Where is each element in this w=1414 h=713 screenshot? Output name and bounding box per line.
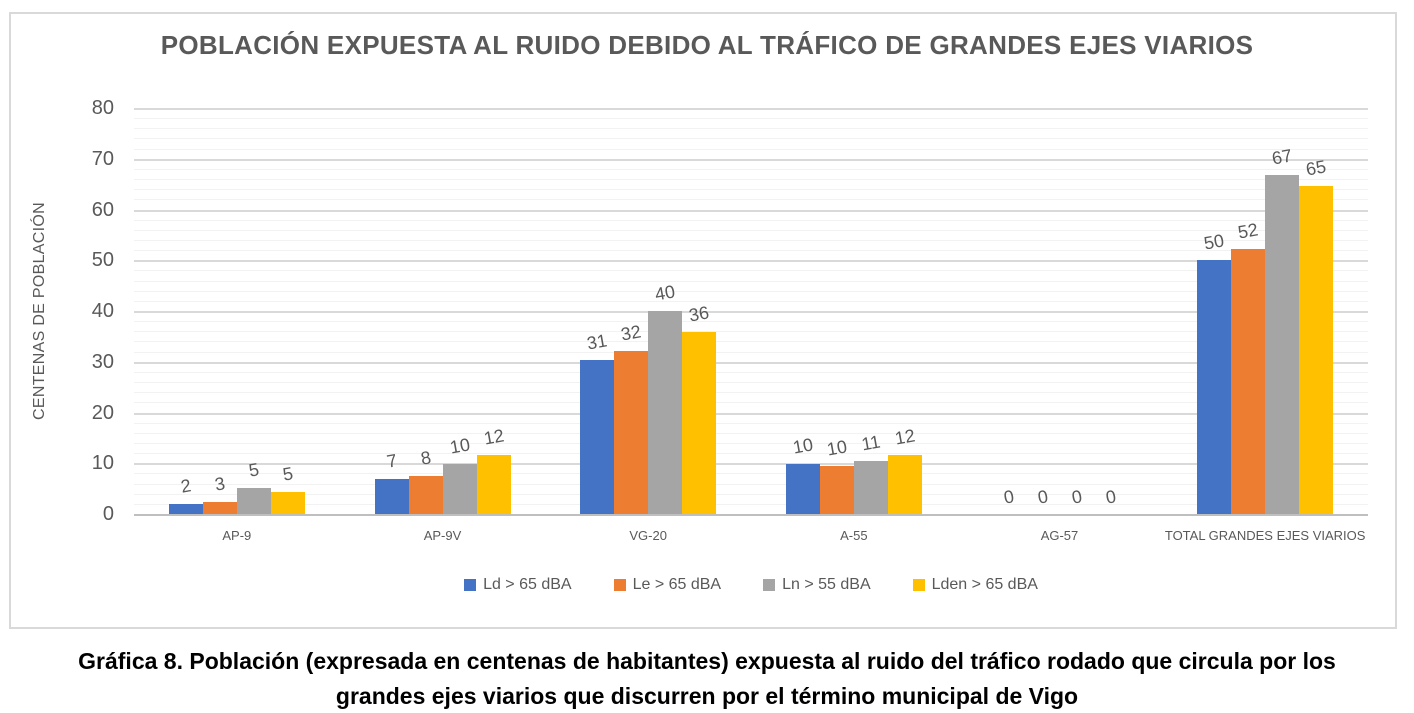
gridline-4	[134, 493, 1368, 495]
gridline-70	[134, 158, 1368, 161]
y-tick-label-10: 10	[91, 452, 114, 475]
bar-vg-20-series-1	[614, 351, 649, 515]
bar-a-55-series-0	[785, 463, 820, 515]
gridline-38	[134, 321, 1368, 323]
bar-vg-20-series-0	[580, 360, 615, 515]
gridline-72	[134, 148, 1368, 150]
gridline-80	[134, 108, 1368, 110]
gridline-42	[134, 300, 1368, 302]
gridline-44	[134, 290, 1368, 292]
gridline-30	[134, 361, 1368, 364]
data-label: 12	[481, 425, 506, 449]
y-tick-label-30: 30	[91, 350, 114, 373]
chart-title: POBLACIÓN EXPUESTA AL RUIDO DEBIDO AL TR…	[160, 30, 1254, 60]
gridline-24	[134, 392, 1368, 394]
gridline-18	[134, 422, 1368, 424]
legend-swatch-icon	[763, 579, 776, 591]
gridline-58	[134, 219, 1368, 221]
legend-label: Le > 65 dBA	[632, 576, 722, 593]
legend-item-2: Ln > 55 dBA	[763, 576, 871, 594]
y-tick-label-60: 60	[91, 198, 114, 221]
gridline-64	[134, 189, 1368, 191]
gridline-2	[134, 503, 1368, 505]
gridline-20	[134, 412, 1368, 415]
x-category-label-vg-20: VG-20	[629, 528, 667, 543]
legend-swatch-icon	[613, 579, 626, 591]
y-tick-label-40: 40	[91, 300, 114, 322]
bar-vg-20-series-2	[648, 311, 683, 515]
bar-ap-9v-series-3	[476, 455, 511, 515]
legend-label: Ld > 65 dBA	[483, 576, 572, 593]
gridline-68	[134, 168, 1368, 170]
plot-area: 2 3 5 5 7 8 10 12 31 32 40 36 10 10 11 12 0 0 0 0 50 52 67 65	[134, 108, 1368, 516]
bar-total-grandes-ejes-viarios-series-1	[1231, 249, 1266, 515]
x-category-label-ap-9: AP-9	[222, 528, 252, 543]
y-tick-label-50: 50	[91, 249, 114, 272]
gridline-34	[134, 341, 1368, 343]
gridline-10	[134, 463, 1368, 466]
legend-label: Ln > 55 dBA	[782, 576, 871, 593]
bar-vg-20-series-3	[682, 332, 717, 515]
y-tick-label-20: 20	[91, 401, 114, 424]
legend-swatch-icon	[912, 579, 925, 591]
chart-frame	[9, 12, 1397, 629]
gridline-14	[134, 442, 1368, 444]
x-category-label-total-grandes-ejes-viarios: TOTAL GRANDES EJES VIARIOS	[1164, 528, 1366, 543]
gridline-78	[134, 118, 1368, 120]
bar-total-grandes-ejes-viarios-series-2	[1265, 174, 1300, 515]
gridline-48	[134, 270, 1368, 272]
legend-item-0: Ld > 65 dBA	[464, 576, 572, 594]
gridline-28	[134, 371, 1368, 373]
gridline-62	[134, 199, 1368, 201]
gridline-74	[134, 138, 1368, 140]
x-category-label-ap-9v: AP-9V	[423, 528, 462, 543]
bar-total-grandes-ejes-viarios-series-0	[1197, 259, 1232, 515]
bar-a-55-series-3	[887, 454, 922, 515]
legend-swatch-icon	[464, 579, 477, 591]
y-axis-title: CENTENAS DE POBLACIÓN	[31, 202, 48, 420]
bar-total-grandes-ejes-viarios-series-3	[1299, 185, 1334, 515]
caption: Gráfica 8. Población (expresada en cente…	[78, 648, 1336, 709]
gridline-32	[134, 351, 1368, 353]
x-axis-line	[134, 514, 1368, 516]
x-category-label-a-55: A-55	[840, 528, 868, 543]
legend: Ld > 65 dBA Le > 65 dBA Ln > 55 dBA Lden > …	[134, 576, 1368, 594]
gridline-54	[134, 239, 1368, 241]
gridline-12	[134, 453, 1368, 455]
bar-ap-9v-series-0	[374, 479, 409, 515]
y-tick-label-80: 80	[91, 97, 114, 119]
bar-ap-9-series-0	[168, 504, 203, 515]
gridline-40	[134, 311, 1368, 313]
bar-a-55-series-2	[853, 460, 888, 515]
gridline-66	[134, 179, 1368, 181]
x-category-label-ag-57: AG-57	[1040, 528, 1079, 543]
gridline-46	[134, 280, 1368, 282]
gridline-56	[134, 229, 1368, 231]
legend-item-1: Le > 65 dBA	[613, 576, 722, 594]
gridline-22	[134, 402, 1368, 404]
gridline-16	[134, 432, 1368, 434]
y-tick-label-0: 0	[102, 503, 114, 525]
gridline-26	[134, 382, 1368, 384]
bar-a-55-series-1	[819, 466, 854, 515]
gridline-76	[134, 128, 1368, 130]
legend-label: Lden > 65 dBA	[931, 576, 1038, 593]
gridline-8	[134, 473, 1368, 475]
data-label: 36	[687, 302, 711, 326]
bar-ap-9-series-2	[236, 487, 271, 515]
bar-ap-9-series-1	[202, 502, 237, 515]
bar-ap-9-series-3	[270, 492, 305, 515]
gridline-52	[134, 250, 1368, 252]
legend-item-3: Lden > 65 dBA	[912, 576, 1038, 594]
bar-ap-9v-series-2	[442, 464, 477, 515]
gridline-50	[134, 260, 1368, 263]
gridline-60	[134, 209, 1368, 212]
y-tick-label-70: 70	[91, 147, 114, 170]
gridline-36	[134, 331, 1368, 333]
data-label: 12	[893, 425, 917, 449]
bar-ap-9v-series-1	[408, 475, 443, 515]
gridline-6	[134, 483, 1368, 485]
data-label: 40	[653, 281, 677, 305]
